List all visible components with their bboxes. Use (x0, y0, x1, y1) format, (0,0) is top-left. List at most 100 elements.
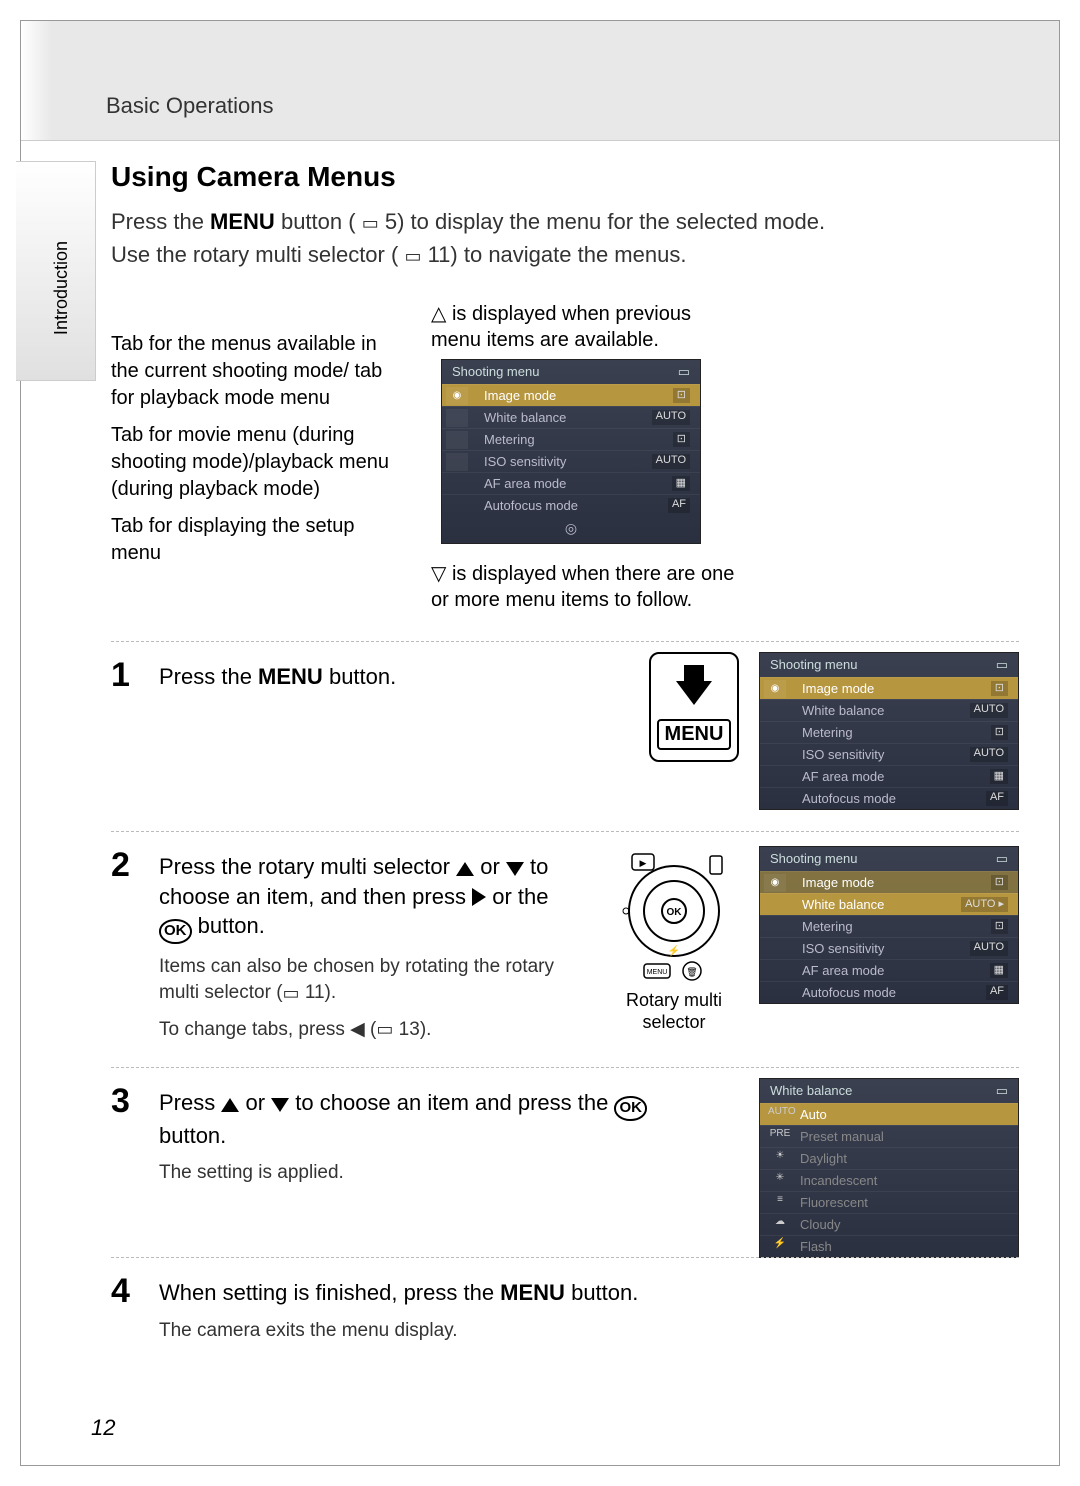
row-val: AUTO (652, 410, 690, 425)
s4a: When setting is finished, press the (159, 1280, 500, 1305)
rv: ⊡ (991, 681, 1008, 696)
sidebar-vertical-label: Introduction (51, 241, 72, 335)
tab-icon (446, 409, 468, 427)
ok-button-icon: OK (614, 1096, 647, 1120)
row-label: White balance (484, 410, 566, 425)
white-balance-menu: White balance▭ AUTOAuto PREPreset manual… (759, 1078, 1019, 1258)
tab-icon (446, 431, 468, 449)
rl: Autofocus mode (802, 791, 896, 806)
svg-text:▶: ▶ (640, 858, 647, 868)
cm-title: Shooting menu (770, 851, 857, 867)
rl: AF area mode (802, 769, 884, 784)
camera-menu-step2: Shooting menu▭ ◉Image mode⊡ White balanc… (759, 846, 1019, 1004)
step3-graphics: White balance▭ AUTOAuto PREPreset manual… (759, 1078, 1019, 1258)
wb-label: Preset manual (800, 1129, 884, 1144)
s4b: button. (571, 1280, 638, 1305)
left-label-1: Tab for the menus available in the curre… (111, 331, 401, 412)
rl: Metering (802, 725, 853, 740)
book-icon: ▭ (283, 981, 300, 1006)
menu-word-icon: MENU (500, 1280, 565, 1305)
menu-button-illustration: MENU (649, 652, 739, 762)
wb-label: Cloudy (800, 1217, 840, 1232)
svg-text:⚡: ⚡ (668, 944, 680, 957)
step2-sub2: To change tabs, press ◀ (▭ 13). (159, 1017, 569, 1044)
book-icon: ▭ (404, 243, 421, 270)
row-val: ⊡ (673, 388, 690, 403)
step2-main: Press the rotary multi selector or to ch… (159, 852, 569, 944)
intro-line1-ref: 5) to display the menu for the selected … (385, 209, 825, 234)
step-num: 4 (111, 1272, 130, 1311)
sub1a: Items can also be chosen by rotating the… (159, 956, 554, 1004)
intro-line1b: button ( (281, 209, 356, 234)
rv: AUTO (970, 941, 1008, 956)
page-title: Using Camera Menus (111, 161, 1019, 193)
rv: AUTO (970, 747, 1008, 762)
svg-text:MENU: MENU (647, 969, 668, 976)
row-val: ▦ (672, 476, 690, 491)
book-icon: ▭ (362, 210, 379, 237)
dial-icon: ◎ (442, 516, 700, 543)
rv: AF (986, 985, 1008, 1000)
row-label: ISO sensitivity (484, 454, 566, 469)
row-label: Autofocus mode (484, 498, 578, 513)
menu-word-icon: MENU (258, 664, 323, 689)
rv: ▦ (990, 963, 1008, 978)
rl: White balance (802, 703, 884, 718)
step-num: 3 (111, 1082, 130, 1121)
wb-label: Flash (800, 1239, 832, 1254)
rv: ⊡ (991, 919, 1008, 934)
camera-menu-row: ◉ Image mode ⊡ (442, 384, 700, 406)
rl: Autofocus mode (802, 985, 896, 1000)
wb-title: White balance (770, 1083, 852, 1099)
rl: White balance (802, 897, 884, 912)
step-body: Press or to choose an item and press the… (159, 1088, 719, 1187)
row-val: ⊡ (673, 432, 690, 447)
step4-sub: The camera exits the menu display. (159, 1318, 1019, 1345)
page-number: 12 (91, 1415, 115, 1441)
rv: AUTO ▸ (961, 897, 1008, 912)
sub2a: To change tabs, press ◀ ( (159, 1019, 376, 1040)
rv: AF (986, 791, 1008, 806)
step-num: 2 (111, 846, 130, 885)
step-1: 1 Press the MENU button. MENU Shooting m… (111, 641, 1019, 831)
step-body: Press the rotary multi selector or to ch… (159, 852, 569, 1043)
wb-label: Fluorescent (800, 1195, 868, 1210)
step4-main: When setting is finished, press the MENU… (159, 1278, 1019, 1308)
step3-main: Press or to choose an item and press the… (159, 1088, 719, 1150)
s1b: button. (329, 664, 396, 689)
diagram-area: △ is displayed when previous menu items … (111, 301, 1019, 631)
camera-menu-row: ISO sensitivity AUTO (442, 450, 700, 472)
sub2ref: 13). (393, 1019, 431, 1040)
menu-word-icon: MENU (210, 209, 275, 234)
down-triangle-icon (506, 862, 524, 876)
rotary-svg: OK ▶ MENU 🗑 ⚡ (614, 846, 734, 986)
svg-text:OK: OK (667, 907, 683, 918)
rotary-label: Rotary multi selector (609, 990, 739, 1033)
camera-menu-title: Shooting menu (452, 364, 539, 380)
header-gradient (21, 21, 1059, 141)
wb-label: Incandescent (800, 1173, 877, 1188)
arrow-down-icon (676, 681, 712, 711)
tab-icon: ◉ (446, 387, 468, 405)
content: Using Camera Menus Press the MENU button… (111, 161, 1019, 1369)
diagram-left-labels: Tab for the menus available in the curre… (111, 331, 401, 577)
tab-icon: ◉ (764, 680, 786, 698)
rv: ⊡ (991, 725, 1008, 740)
rv: AUTO (970, 703, 1008, 718)
camera-menu-row: Autofocus mode AF (442, 494, 700, 516)
wb-label: Auto (800, 1107, 827, 1122)
intro-text: Press the MENU button ( ▭ 5) to display … (111, 205, 1019, 271)
row-val: AUTO (652, 454, 690, 469)
label-above: △ is displayed when previous menu items … (431, 301, 691, 353)
wb-icon: PRE (768, 1128, 792, 1139)
tab-icon (446, 453, 468, 471)
section-label: Basic Operations (106, 93, 274, 119)
camera-menu-title-row: Shooting menu ▭ (442, 360, 700, 384)
intro-line2-ref: 11) to navigate the menus. (428, 242, 687, 267)
left-label-2: Tab for movie menu (during shooting mode… (111, 422, 401, 503)
row-label: AF area mode (484, 476, 566, 491)
rl: AF area mode (802, 963, 884, 978)
right-triangle-icon (472, 888, 486, 906)
wb-icon: ⚡ (768, 1238, 792, 1249)
camera-menu-row: White balance AUTO (442, 406, 700, 428)
